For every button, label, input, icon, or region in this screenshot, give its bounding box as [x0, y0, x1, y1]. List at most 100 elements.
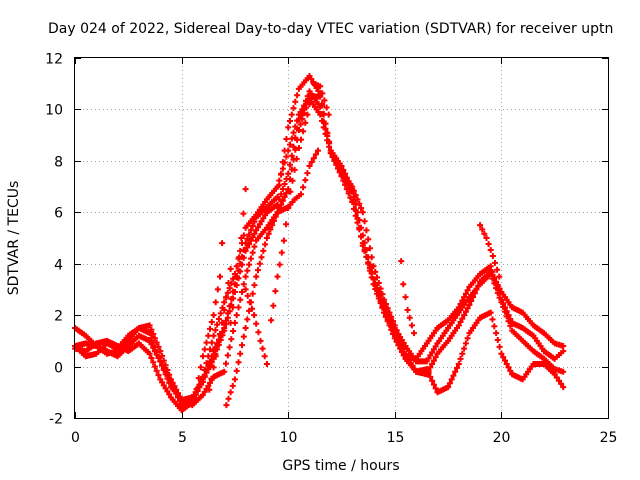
data-point: [288, 190, 292, 194]
axis-ticks: 0 5 10 15 20 25 -2 0 2 4 6 8 10 12: [45, 52, 617, 447]
data-point: [489, 311, 493, 315]
data-point: [401, 282, 405, 286]
data-point: [265, 236, 269, 240]
data-point: [94, 344, 98, 348]
data-point: [404, 344, 407, 348]
data-point: [192, 398, 196, 402]
x-tick-label: 15: [387, 430, 405, 446]
data-point: [224, 295, 228, 299]
data-point: [521, 326, 525, 330]
data-point: [316, 149, 320, 153]
y-tick-label: 2: [54, 309, 63, 325]
series-track-7: [191, 240, 226, 403]
data-point: [116, 349, 120, 353]
data-point: [148, 331, 152, 335]
data-point: [94, 352, 98, 356]
data-point: [201, 393, 205, 397]
data-point: [220, 321, 224, 325]
data-point: [229, 321, 233, 325]
data-point: [84, 349, 88, 353]
data-point: [286, 187, 290, 191]
data-point: [425, 341, 429, 345]
data-point: [478, 282, 482, 286]
data-point: [220, 241, 224, 245]
data-point: [265, 210, 269, 214]
data-point: [286, 125, 290, 129]
data-point: [425, 359, 429, 363]
data-point: [553, 367, 557, 371]
data-point: [244, 275, 248, 279]
data-point: [224, 403, 228, 407]
x-tick-label: 0: [71, 430, 80, 446]
series-track-12: [477, 222, 503, 280]
data-point: [510, 329, 514, 333]
data-point: [318, 84, 322, 88]
data-point: [404, 357, 407, 361]
data-point: [254, 213, 258, 217]
data-point: [218, 275, 222, 279]
data-point: [327, 113, 331, 117]
data-point: [382, 311, 386, 315]
data-point: [254, 239, 258, 243]
data-point: [446, 339, 450, 343]
marker-trail: [72, 73, 567, 403]
marker-trail: [72, 96, 567, 409]
data-point: [318, 95, 322, 99]
data-point: [412, 331, 416, 335]
data-point: [137, 341, 141, 345]
data-point: [361, 210, 365, 214]
series-track-10: [242, 286, 270, 367]
data-point: [293, 197, 297, 201]
data-point: [265, 197, 269, 201]
marker-trail: [191, 240, 226, 403]
data-point: [233, 377, 237, 381]
data-point: [372, 277, 375, 281]
data-point: [299, 192, 303, 196]
data-point: [305, 113, 309, 117]
data-point: [521, 377, 525, 381]
series-track-1: [72, 73, 567, 403]
data-point: [478, 272, 482, 276]
data-point: [286, 172, 290, 176]
data-point: [521, 339, 525, 343]
series-track-2: [72, 96, 567, 409]
data-point: [308, 74, 311, 78]
series-track-11: [398, 258, 417, 337]
data-point: [542, 357, 546, 361]
data-point: [265, 205, 269, 209]
data-point: [435, 341, 439, 345]
data-point: [497, 275, 501, 279]
data-point: [414, 359, 418, 363]
data-point: [467, 331, 471, 335]
data-point: [425, 367, 429, 371]
data-point: [233, 321, 237, 325]
y-tick-label: 0: [54, 361, 63, 377]
data-point: [137, 334, 141, 338]
data-point: [297, 146, 301, 150]
data-point: [276, 195, 279, 199]
data-point: [510, 321, 514, 325]
data-point: [126, 339, 130, 343]
data-point: [489, 264, 493, 268]
data-point: [276, 185, 279, 189]
data-point: [137, 326, 141, 330]
data-point: [105, 352, 109, 356]
y-tick-label: 12: [45, 52, 63, 68]
data-point: [510, 305, 514, 309]
data-point: [361, 233, 365, 237]
data-point: [561, 349, 565, 353]
data-point: [467, 303, 471, 307]
data-point: [457, 323, 461, 327]
data-point: [457, 311, 461, 315]
data-point: [84, 341, 88, 345]
data-point: [435, 352, 439, 356]
series-track-6: [268, 80, 332, 324]
data-point: [399, 259, 403, 263]
data-point: [499, 300, 503, 304]
data-point: [553, 372, 557, 376]
y-tick-label: 6: [54, 206, 63, 222]
data-point: [435, 390, 439, 394]
data-point: [542, 362, 546, 366]
x-tick-label: 10: [280, 430, 298, 446]
y-axis-label: SDTVAR / TECUs: [6, 181, 22, 296]
